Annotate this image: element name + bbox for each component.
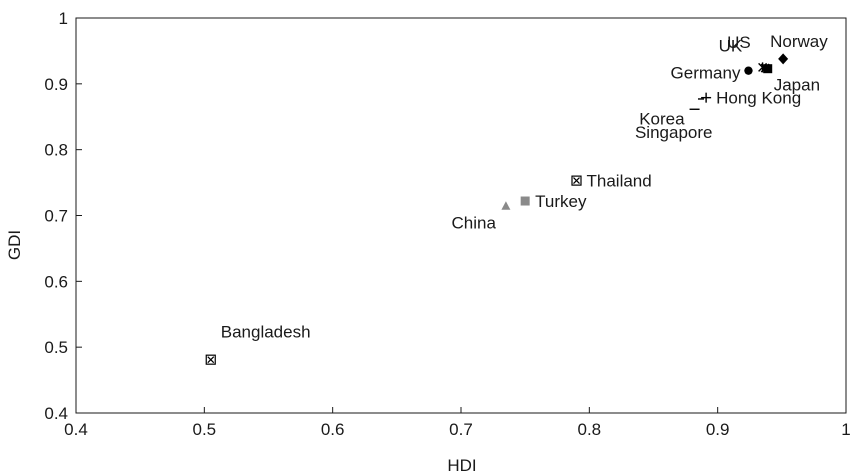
label-bangladesh: Bangladesh <box>221 323 311 342</box>
x-tick-label: 0.6 <box>321 420 345 439</box>
y-tick-label: 0.6 <box>44 272 68 291</box>
point-hong-kong <box>701 92 712 103</box>
y-axis-label: GDI <box>5 230 24 260</box>
y-tick-label: 0.8 <box>44 141 68 160</box>
chart-axes: 0.4 0.5 0.6 0.7 0.8 0.9 1 0.4 0.5 0.6 0.7 0.8 0.9 1 <box>44 9 850 439</box>
y-tick-label: 0.7 <box>44 207 68 226</box>
point-norway <box>778 53 789 65</box>
y-tick-label: 0.5 <box>44 338 68 357</box>
label-china: China <box>451 213 496 232</box>
point-thailand <box>571 175 582 186</box>
point-japan <box>763 64 773 74</box>
chart-points <box>205 53 789 365</box>
label-uk: UK <box>719 36 743 55</box>
y-tick-label: 1 <box>59 9 68 28</box>
label-singapore: Singapore <box>635 123 713 142</box>
label-thailand: Thailand <box>587 172 652 191</box>
label-germany: Germany <box>671 64 741 83</box>
label-korea: Korea <box>639 109 685 128</box>
label-japan: Japan <box>774 76 820 95</box>
x-tick-label: 0.4 <box>64 420 88 439</box>
point-germany <box>744 66 753 75</box>
y-tick-label: 0.9 <box>44 75 68 94</box>
y-tick-label: 0.4 <box>44 404 68 423</box>
x-tick-label: 0.7 <box>449 420 473 439</box>
x-tick-label: 0.5 <box>193 420 217 439</box>
point-bangladesh <box>205 354 216 365</box>
label-us: US <box>727 33 751 52</box>
label-turkey: Turkey <box>535 192 587 211</box>
label-hong-kong: Hong Kong <box>716 89 801 108</box>
x-tick-label: 1 <box>841 420 850 439</box>
point-turkey <box>520 196 530 206</box>
x-tick-label: 0.8 <box>578 420 602 439</box>
x-tick-label: 0.9 <box>706 420 730 439</box>
label-norway: Norway <box>770 32 828 51</box>
x-axis-label: HDI <box>447 456 476 475</box>
point-china <box>501 201 511 210</box>
